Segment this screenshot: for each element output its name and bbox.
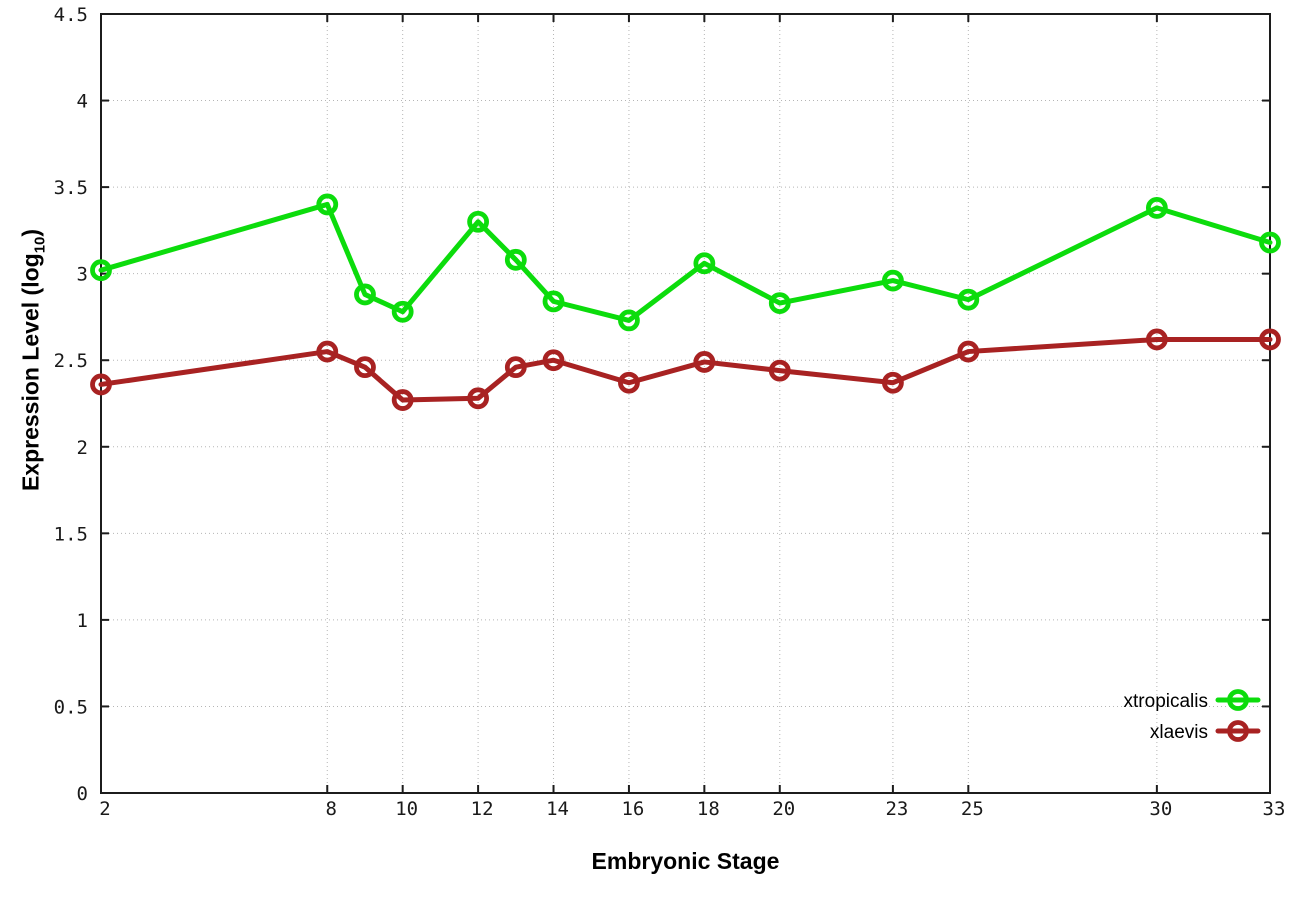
y-axis-title-subscript: 10 [31,236,49,254]
xlaevis-point-stage-23 [882,371,904,394]
y-tick-label: 0.5 [54,696,88,718]
y-tick-labels: 0 0.5 1 1.5 2 2.5 3 3.5 4 4.5 [54,4,88,805]
legend-label-xlaevis: xlaevis [1150,722,1208,743]
xlaevis-point-stage-25 [957,340,980,363]
xtropicalis-point-stage-30 [1145,196,1168,219]
xlaevis-point-stage-2 [90,373,112,396]
xlaevis-point-stage-20 [768,359,791,382]
xtropicalis-point-stage-8 [316,193,339,216]
y-tick-label: 3 [77,264,88,286]
y-axis-title-text: Expression Level (log [17,253,44,492]
x-tick-label: 30 [1149,798,1172,820]
xlaevis-point-stage-14 [542,349,565,372]
legend: xtropicalis xlaevis [1124,689,1261,743]
xlaevis-point-stage-8 [316,340,339,363]
xlaevis-point-stage-30 [1145,328,1168,351]
xtropicalis-point-stage-16 [618,309,640,332]
x-tick-label: 20 [772,798,795,820]
plot-border [100,13,1271,794]
y-tick-label: 4 [77,91,88,113]
xtropicalis-point-stage-14 [542,290,565,313]
xtropicalis-point-stage-23 [882,269,904,292]
xlaevis-point-stage-16 [618,371,640,394]
xlaevis-point-stage-9 [354,356,376,379]
xlaevis-line [98,336,1273,403]
y-tick-label: 2.5 [54,350,88,372]
x-tick-label: 25 [961,798,984,820]
xtropicalis-point-stage-18 [693,252,716,275]
legend-marker-xlaevis [1227,720,1249,742]
xtropicalis-point-stage-33 [1259,231,1281,254]
legend-marker-xtropicalis [1227,689,1249,711]
xlaevis-point-stage-33 [1259,328,1281,351]
x-tick-label: 12 [471,798,494,820]
y-axis-title: Expression Level (log10) [18,229,49,491]
x-tick-label: 8 [326,798,337,820]
xtropicalis-point-stage-9 [354,283,376,306]
x-tick-label: 16 [621,798,644,820]
xtropicalis-point-stage-10 [391,300,414,323]
x-tick-labels: 2 8 10 12 14 16 18 20 23 25 30 33 [99,798,1285,820]
gridlines [100,14,1271,793]
x-tick-label: 10 [395,798,418,820]
y-tick-label: 4.5 [54,4,88,26]
y-tick-label: 2 [77,437,88,459]
series-xtropicalis [90,193,1281,332]
x-axis-title: Embryonic Stage [591,848,780,874]
x-tick-label: 18 [697,798,720,820]
y-tick-label: 3.5 [54,177,88,199]
xtropicalis-line [98,201,1273,323]
xtropicalis-point-stage-2 [90,259,112,282]
xlaevis-point-stage-13 [504,356,527,379]
xtropicalis-point-stage-25 [957,288,980,311]
series-xlaevis [90,328,1281,411]
xlaevis-point-stage-12 [467,387,489,410]
y-tick-label: 0 [77,783,88,805]
y-tick-label: 1.5 [54,523,88,545]
y-tick-label: 1 [77,610,88,632]
x-tick-label: 23 [885,798,908,820]
xtropicalis-point-stage-20 [768,292,791,314]
xlaevis-point-stage-18 [693,351,716,373]
xlaevis-point-stage-10 [391,389,414,411]
tick-marks [100,13,1271,794]
xtropicalis-point-stage-13 [504,248,527,271]
xtropicalis-point-stage-12 [467,210,489,233]
y-axis-title-close: ) [17,228,44,237]
x-tick-label: 33 [1263,798,1286,820]
legend-label-xtropicalis: xtropicalis [1124,691,1208,712]
x-tick-label: 14 [546,798,569,820]
x-tick-label: 2 [99,798,110,820]
